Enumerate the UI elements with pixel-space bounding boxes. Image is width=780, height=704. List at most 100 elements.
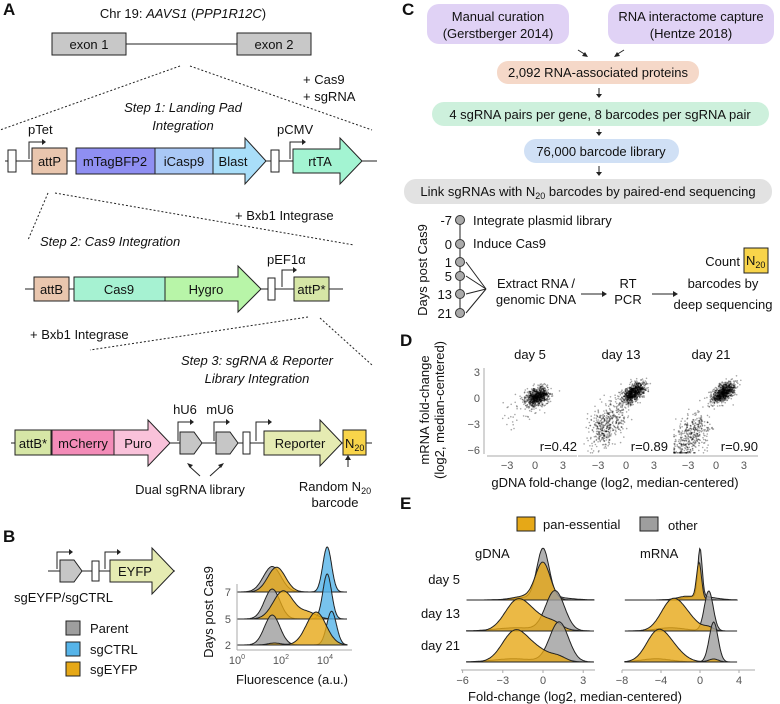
data-point	[623, 395, 625, 397]
data-point	[541, 394, 544, 397]
data-point	[629, 399, 631, 401]
data-point	[537, 395, 540, 397]
data-point	[701, 430, 703, 432]
facet-title: day 21	[691, 347, 730, 362]
data-point	[541, 392, 544, 394]
data-point	[625, 427, 628, 430]
data-point	[612, 429, 614, 432]
data-point	[629, 395, 632, 398]
data-point	[545, 392, 547, 395]
data-point	[621, 406, 623, 409]
eyfp-label: EYFP	[118, 564, 152, 579]
data-point	[629, 394, 632, 397]
data-point	[539, 394, 542, 397]
data-point	[640, 384, 642, 386]
data-point	[642, 387, 644, 390]
data-point	[546, 386, 549, 389]
data-point	[611, 422, 614, 424]
data-point	[542, 397, 545, 400]
data-point	[691, 448, 694, 450]
data-point	[536, 401, 538, 404]
legend-swatch-parent	[65, 620, 81, 636]
data-point	[543, 397, 546, 399]
data-point	[641, 386, 643, 388]
data-point	[632, 400, 634, 403]
n20-label: N20	[345, 436, 364, 453]
data-point	[608, 423, 611, 426]
data-point	[541, 399, 543, 402]
data-point	[534, 394, 537, 397]
data-point	[640, 389, 642, 391]
data-point	[535, 393, 538, 395]
data-point	[532, 405, 534, 408]
data-point	[630, 378, 632, 381]
data-point	[636, 388, 638, 391]
data-point	[633, 393, 636, 395]
data-point	[530, 394, 533, 396]
data-point	[645, 383, 647, 386]
data-point	[707, 444, 709, 446]
data-point	[538, 386, 541, 388]
data-point	[605, 427, 608, 430]
xtick: 0	[713, 460, 719, 472]
data-point	[608, 420, 611, 422]
data-point	[628, 387, 631, 390]
data-point	[530, 393, 533, 396]
data-point	[641, 396, 644, 399]
data-point	[600, 433, 603, 435]
data-point	[606, 412, 609, 415]
data-point	[526, 415, 529, 418]
data-point	[718, 387, 720, 389]
data-point	[639, 388, 642, 391]
data-point	[637, 388, 640, 391]
data-point	[727, 381, 729, 384]
insulator	[91, 560, 100, 582]
data-point	[525, 395, 527, 397]
data-point	[540, 391, 543, 394]
data-point	[637, 388, 640, 391]
panel-label-c: C	[402, 0, 414, 19]
data-point	[723, 393, 726, 395]
data-point	[535, 396, 538, 398]
data-point	[533, 397, 535, 399]
data-point	[607, 436, 610, 439]
data-point	[717, 401, 720, 404]
data-point	[532, 399, 535, 401]
data-point	[604, 423, 607, 426]
data-point	[636, 392, 639, 395]
data-point	[629, 401, 631, 404]
data-point	[533, 397, 535, 400]
data-point	[535, 396, 538, 399]
data-point	[625, 393, 627, 396]
data-point	[609, 423, 612, 426]
data-point	[535, 399, 537, 402]
data-point	[626, 400, 628, 402]
data-point	[628, 392, 631, 394]
data-point	[537, 395, 539, 398]
data-point	[527, 406, 529, 408]
data-point	[523, 401, 526, 404]
data-point	[628, 390, 631, 393]
data-point	[602, 426, 605, 429]
data-point	[539, 400, 542, 402]
library-box	[524, 139, 679, 163]
data-point	[630, 392, 633, 395]
data-point	[727, 395, 729, 397]
data-point	[501, 417, 504, 420]
data-point	[537, 402, 539, 405]
data-point	[531, 393, 533, 396]
data-point	[722, 390, 724, 393]
data-point	[639, 388, 641, 390]
facet-title: day 5	[514, 347, 546, 362]
data-point	[638, 387, 640, 389]
data-point	[635, 398, 637, 401]
data-point	[634, 389, 637, 391]
data-point	[632, 393, 635, 396]
data-point	[594, 425, 597, 427]
data-point	[634, 389, 636, 392]
data-point	[733, 385, 736, 388]
data-point	[703, 397, 706, 400]
data-point	[543, 390, 545, 392]
data-point	[532, 397, 535, 400]
data-point	[534, 394, 537, 396]
